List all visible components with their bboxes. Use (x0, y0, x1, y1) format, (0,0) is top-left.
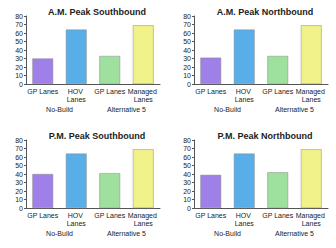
svg-text:Lanes: Lanes (302, 96, 322, 103)
svg-text:10: 10 (183, 72, 191, 79)
svg-text:30: 30 (15, 55, 23, 62)
svg-text:A.M. Peak Southbound: A.M. Peak Southbound (48, 7, 146, 17)
svg-text:40: 40 (183, 47, 191, 54)
svg-text:30: 30 (183, 179, 191, 186)
svg-text:60: 60 (15, 30, 23, 37)
svg-text:50: 50 (183, 162, 191, 169)
svg-text:80: 80 (15, 13, 23, 20)
svg-text:40: 40 (15, 171, 23, 178)
svg-text:Lanes: Lanes (235, 96, 255, 103)
svg-text:20: 20 (183, 188, 191, 195)
svg-text:Alternative 5: Alternative 5 (275, 106, 314, 113)
svg-text:0: 0 (187, 81, 191, 88)
svg-text:HOV: HOV (236, 212, 253, 219)
svg-text:70: 70 (183, 145, 191, 152)
svg-text:0: 0 (187, 205, 191, 212)
svg-text:Lanes: Lanes (67, 220, 87, 227)
svg-text:GP Lanes: GP Lanes (195, 212, 227, 219)
svg-text:Alternative 5: Alternative 5 (107, 106, 146, 113)
svg-text:Alternative 5: Alternative 5 (275, 230, 314, 237)
svg-text:No-Build: No-Build (46, 230, 73, 237)
svg-text:No-Build: No-Build (214, 230, 241, 237)
svg-text:20: 20 (15, 188, 23, 195)
svg-text:70: 70 (183, 21, 191, 28)
svg-text:60: 60 (183, 154, 191, 161)
svg-text:HOV: HOV (68, 212, 85, 219)
svg-text:No-Build: No-Build (46, 106, 73, 113)
svg-text:30: 30 (15, 179, 23, 186)
svg-text:GP Lanes: GP Lanes (94, 88, 126, 95)
svg-text:40: 40 (183, 171, 191, 178)
svg-text:Lanes: Lanes (134, 220, 154, 227)
svg-text:Managed: Managed (296, 88, 327, 96)
svg-text:GP Lanes: GP Lanes (195, 88, 227, 95)
svg-text:HOV: HOV (236, 88, 253, 95)
svg-text:Managed: Managed (296, 212, 327, 220)
svg-text:No-Build: No-Build (214, 106, 241, 113)
svg-text:40: 40 (15, 47, 23, 54)
svg-text:80: 80 (15, 137, 23, 144)
svg-text:10: 10 (183, 196, 191, 203)
svg-text:GP Lanes: GP Lanes (94, 212, 126, 219)
svg-text:0: 0 (19, 81, 23, 88)
svg-text:Lanes: Lanes (235, 220, 255, 227)
svg-text:Managed: Managed (128, 88, 159, 96)
svg-text:Alternative 5: Alternative 5 (107, 230, 146, 237)
svg-text:Lanes: Lanes (134, 96, 154, 103)
svg-text:10: 10 (15, 196, 23, 203)
svg-text:80: 80 (183, 13, 191, 20)
svg-text:20: 20 (15, 64, 23, 71)
svg-text:Lanes: Lanes (67, 96, 87, 103)
svg-text:GP Lanes: GP Lanes (27, 88, 59, 95)
svg-text:60: 60 (183, 30, 191, 37)
svg-text:70: 70 (15, 21, 23, 28)
svg-text:GP Lanes: GP Lanes (27, 212, 59, 219)
svg-text:P.M. Peak Northbound: P.M. Peak Northbound (218, 131, 313, 141)
svg-text:HOV: HOV (68, 88, 85, 95)
svg-text:GP Lanes: GP Lanes (262, 212, 294, 219)
svg-text:70: 70 (15, 145, 23, 152)
svg-text:Managed: Managed (128, 212, 159, 220)
svg-text:10: 10 (15, 72, 23, 79)
svg-text:GP Lanes: GP Lanes (262, 88, 294, 95)
svg-text:P.M. Peak Southbound: P.M. Peak Southbound (49, 131, 145, 141)
svg-text:A.M. Peak Northbound: A.M. Peak Northbound (217, 7, 314, 17)
svg-text:0: 0 (19, 205, 23, 212)
svg-text:50: 50 (15, 162, 23, 169)
svg-text:50: 50 (15, 38, 23, 45)
svg-text:20: 20 (183, 64, 191, 71)
svg-text:60: 60 (15, 154, 23, 161)
svg-text:30: 30 (183, 55, 191, 62)
svg-text:80: 80 (183, 137, 191, 144)
svg-text:50: 50 (183, 38, 191, 45)
svg-text:Lanes: Lanes (302, 220, 322, 227)
